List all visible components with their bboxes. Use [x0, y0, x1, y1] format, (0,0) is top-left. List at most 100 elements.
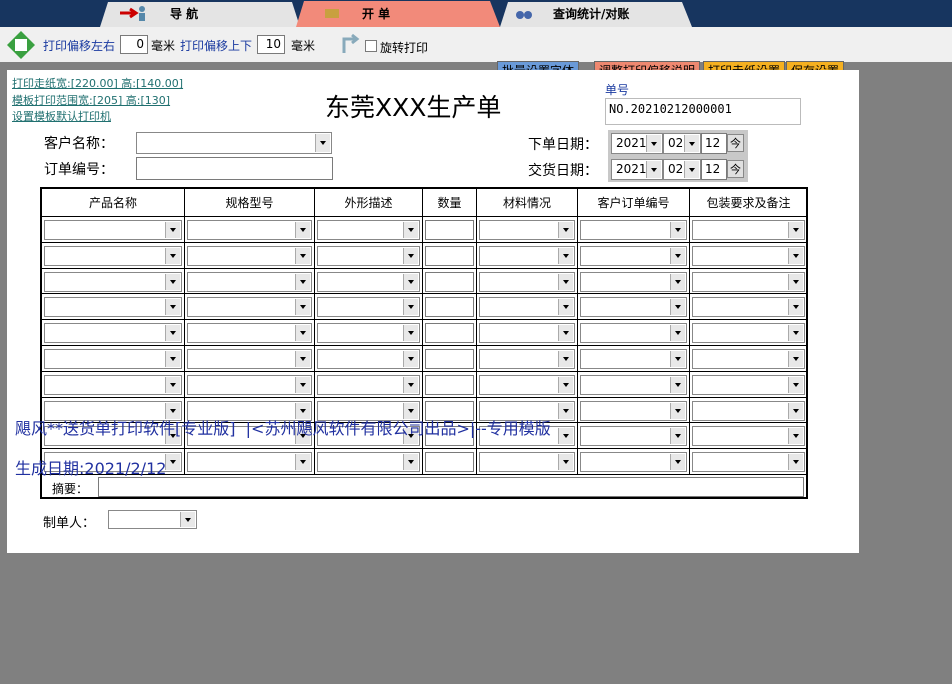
cell-combo[interactable] [44, 374, 182, 395]
cell-combo[interactable] [187, 374, 312, 395]
cell-combo[interactable] [187, 452, 312, 473]
cell-combo[interactable] [44, 400, 182, 421]
dropdown-button[interactable] [295, 222, 310, 238]
dropdown-button[interactable] [295, 325, 310, 342]
cell-combo[interactable] [479, 297, 575, 318]
year-combo[interactable]: 2021 [611, 133, 663, 154]
dropdown-button[interactable] [788, 351, 803, 367]
cell-combo[interactable] [479, 426, 575, 447]
dropdown-button[interactable] [670, 351, 685, 367]
dropdown-button[interactable] [558, 351, 573, 367]
qty-input[interactable] [425, 220, 474, 240]
month-combo[interactable]: 02 [663, 159, 701, 180]
dropdown-button[interactable] [403, 402, 418, 419]
cell-combo[interactable] [187, 426, 312, 447]
dropdown-button[interactable] [558, 428, 573, 445]
dropdown-button[interactable] [558, 247, 573, 264]
dropdown-button[interactable] [558, 325, 573, 342]
cell-combo[interactable] [692, 323, 805, 344]
dropdown-button[interactable] [403, 376, 418, 393]
cell-combo[interactable] [692, 220, 805, 240]
cell-combo[interactable] [479, 400, 575, 421]
maker-combo[interactable] [108, 510, 197, 529]
cell-combo[interactable] [479, 323, 575, 344]
qty-input[interactable] [425, 426, 474, 447]
cell-combo[interactable] [317, 297, 420, 318]
dropdown-button[interactable] [295, 376, 310, 393]
cell-combo[interactable] [479, 271, 575, 292]
cell-combo[interactable] [187, 297, 312, 318]
dropdown-button[interactable] [670, 454, 685, 471]
link[interactable]: 模板打印范围宽:[205] 高:[130] [12, 94, 171, 107]
dropdown-button[interactable] [295, 247, 310, 264]
tab[interactable]: 导 航 [170, 7, 199, 21]
cell-combo[interactable] [580, 220, 687, 240]
dropdown-button[interactable] [165, 273, 180, 290]
qty-input[interactable] [425, 297, 474, 318]
cell-combo[interactable] [44, 349, 182, 369]
dropdown-button[interactable] [165, 454, 180, 471]
cell-combo[interactable] [580, 374, 687, 395]
cell-combo[interactable] [44, 426, 182, 447]
dropdown-button[interactable] [295, 454, 310, 471]
cell-combo[interactable] [44, 297, 182, 318]
cell-combo[interactable] [44, 323, 182, 344]
dropdown-button[interactable] [670, 247, 685, 264]
tab[interactable]: 开 单 [362, 7, 391, 21]
day-input[interactable]: 12 [701, 159, 727, 180]
dropdown-button[interactable] [670, 325, 685, 342]
cell-combo[interactable] [580, 297, 687, 318]
cell-combo[interactable] [44, 245, 182, 266]
today-button[interactable]: 今 [727, 160, 744, 178]
dropdown-button[interactable] [788, 428, 803, 445]
dropdown-button[interactable] [670, 428, 685, 445]
day-input[interactable]: 12 [701, 133, 727, 154]
cell-combo[interactable] [317, 245, 420, 266]
dropdown-button[interactable] [558, 299, 573, 316]
cell-combo[interactable] [317, 271, 420, 292]
dropdown-button[interactable] [684, 135, 699, 152]
cell-combo[interactable] [580, 349, 687, 369]
dropdown-button[interactable] [165, 299, 180, 316]
qty-input[interactable] [425, 452, 474, 473]
dropdown-button[interactable] [788, 222, 803, 238]
cell-combo[interactable] [692, 271, 805, 292]
summary-input[interactable] [98, 477, 804, 497]
qty-input[interactable] [425, 271, 474, 292]
input[interactable]: 10 [257, 35, 285, 54]
year-combo[interactable]: 2021 [611, 159, 663, 180]
dropdown-button[interactable] [788, 247, 803, 264]
dropdown-button[interactable] [670, 222, 685, 238]
dropdown-button[interactable] [403, 428, 418, 445]
cell-combo[interactable] [317, 323, 420, 344]
dropdown-button[interactable] [403, 351, 418, 367]
dropdown-button[interactable] [295, 351, 310, 367]
dropdown-button[interactable] [558, 222, 573, 238]
link[interactable]: 设置模板默认打印机 [12, 110, 111, 123]
dropdown-button[interactable] [684, 161, 699, 178]
cell-combo[interactable] [187, 323, 312, 344]
input[interactable]: 0 [120, 35, 148, 54]
cell-combo[interactable] [692, 374, 805, 395]
cell-combo[interactable] [479, 349, 575, 369]
cell-combo[interactable] [479, 452, 575, 473]
dropdown-button[interactable] [165, 351, 180, 367]
dropdown-button[interactable] [558, 402, 573, 419]
cell-combo[interactable] [692, 245, 805, 266]
cell-combo[interactable] [580, 452, 687, 473]
cell-combo[interactable] [317, 426, 420, 447]
dropdown-button[interactable] [788, 299, 803, 316]
dropdown-button[interactable] [670, 376, 685, 393]
cell-combo[interactable] [479, 374, 575, 395]
dropdown-button[interactable] [295, 299, 310, 316]
cell-combo[interactable] [580, 426, 687, 447]
dropdown-button[interactable] [403, 325, 418, 342]
cell-combo[interactable] [580, 400, 687, 421]
order-no-input[interactable] [136, 157, 333, 180]
dropdown-button[interactable] [670, 402, 685, 419]
dropdown-button[interactable] [403, 247, 418, 264]
dropdown-button[interactable] [670, 299, 685, 316]
cell-combo[interactable] [479, 245, 575, 266]
cell-combo[interactable] [692, 452, 805, 473]
cell-combo[interactable] [692, 426, 805, 447]
